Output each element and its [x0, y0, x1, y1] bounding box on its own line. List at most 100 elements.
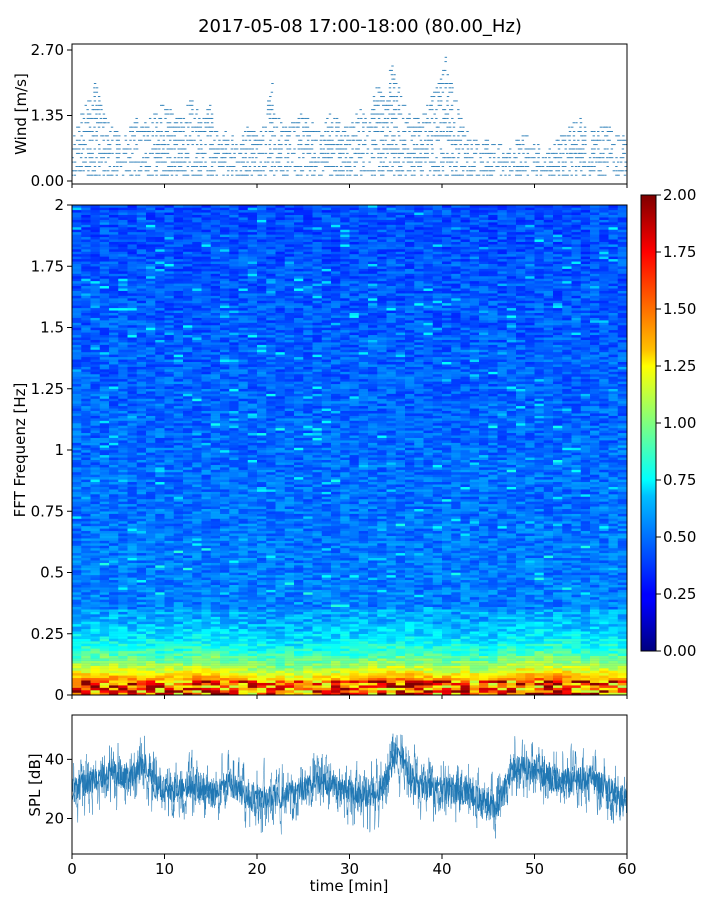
spectrogram-cell [99, 574, 110, 578]
spectrogram-cell [183, 570, 193, 573]
spectrogram-cell [534, 626, 545, 630]
spectrogram-cell [136, 631, 147, 634]
spectrogram-cell [173, 621, 184, 625]
spectrogram-cell [257, 653, 267, 656]
spectrogram-cell [543, 646, 554, 649]
spectrogram-cell [534, 604, 545, 607]
spectrogram-cell [469, 687, 480, 691]
spectrogram-cell [590, 687, 600, 691]
spectrogram-cell [386, 611, 397, 615]
spectrogram-cell [220, 604, 230, 607]
spectrogram-cell [136, 643, 147, 647]
spectrogram-cell [497, 599, 508, 603]
spectrogram-cell [479, 680, 489, 683]
spectrogram-cell [312, 658, 323, 661]
spectrogram-cell [377, 631, 387, 634]
spectrogram-cell [173, 623, 184, 627]
spectrogram-cell [571, 668, 582, 671]
spectrogram-cell [617, 690, 627, 693]
spectrogram-cell [210, 567, 221, 571]
spectrogram-cell [229, 665, 239, 669]
spectrogram-cell [294, 616, 304, 620]
spectrogram-cell [257, 641, 267, 644]
spectrogram-cell [229, 638, 239, 642]
spectrogram-cell [368, 584, 378, 588]
spectrogram-cell [109, 623, 119, 627]
spectrogram-cell [414, 641, 424, 644]
spectrogram-cell [155, 623, 165, 627]
spectrogram-cell [479, 655, 489, 659]
spectrogram-cell [312, 601, 323, 605]
spectrogram-cell [349, 623, 360, 627]
spectrogram-cell [303, 572, 313, 576]
spectrogram-cell [395, 606, 406, 610]
spectrogram-cell [479, 592, 489, 595]
spectrogram-cell [238, 614, 249, 617]
spectrogram-cell [294, 665, 304, 669]
spectrogram-cell [257, 643, 267, 647]
spectrogram-cell [72, 665, 82, 669]
spectrogram-cell [72, 611, 82, 615]
spectrogram-cell [506, 628, 517, 632]
spectrogram-cell [460, 690, 471, 693]
spectrogram-cell [617, 680, 627, 683]
spectrogram-cell [386, 648, 397, 652]
spectrogram-cell [562, 614, 572, 617]
spectrogram-cell [377, 606, 387, 610]
spectrogram-cell [303, 653, 313, 656]
spectrogram-cell [257, 658, 267, 661]
spectrogram-cell [155, 589, 165, 593]
spectrogram-cell [497, 609, 508, 612]
spectrogram-cell [340, 680, 350, 683]
spectrogram-cell [553, 623, 563, 627]
spectrogram-cell [368, 579, 378, 583]
spectrogram-cell [294, 655, 304, 659]
spectrogram-cell [127, 677, 138, 681]
spectrogram-cell [201, 619, 212, 622]
spectrogram-cell [275, 572, 286, 576]
spectrogram-cell [118, 574, 128, 578]
spectrogram-cell [164, 668, 175, 671]
spectrogram-cell [72, 675, 82, 679]
spectrogram-cell [617, 572, 627, 576]
spectrogram-cell [525, 587, 535, 590]
spectrogram-cell [109, 663, 119, 666]
spectrogram-cell [192, 577, 202, 581]
spectrogram-cell [516, 574, 526, 578]
spectrogram-cell [210, 648, 221, 652]
spectrogram-cell [386, 665, 397, 669]
spectrogram-cell [331, 665, 341, 669]
spectrogram-cell [118, 606, 128, 610]
spectrogram-cell [405, 668, 415, 671]
spectrogram-cell [599, 690, 609, 693]
spectrogram-cell [201, 633, 212, 637]
spectrogram-cell [543, 572, 554, 576]
spectrogram-cell [414, 597, 424, 600]
spectrogram-cell [488, 641, 498, 644]
spectrogram-cell [488, 579, 498, 583]
spectrogram-cell [599, 628, 609, 632]
spectrogram-cell [238, 594, 249, 598]
spectrogram-cell [155, 592, 165, 595]
spectrogram-cell [81, 672, 91, 676]
spectrogram-cell [146, 670, 156, 674]
spectrogram-cell [451, 619, 461, 622]
spectrogram-cell [99, 670, 110, 674]
spectrogram-cell [497, 611, 508, 615]
spectrogram-cell [99, 650, 110, 654]
spectrogram-cell [553, 574, 563, 578]
spectrogram-cell [90, 653, 101, 656]
spectrogram-cell [395, 660, 406, 664]
spectrogram-cell [247, 619, 258, 622]
spectrogram-cell [617, 589, 627, 593]
spectrogram-cell [617, 570, 627, 573]
spectrogram-cell [442, 650, 452, 654]
spectrogram-cell [192, 584, 202, 588]
spectrogram-cell [284, 611, 295, 615]
spectrogram-cell [127, 584, 138, 588]
spectrogram-cell [497, 648, 508, 652]
spectrogram-cell [257, 582, 267, 585]
spectrogram-cell [543, 680, 554, 683]
spectrogram-cell [479, 638, 489, 642]
spectrogram-cell [451, 692, 461, 695]
